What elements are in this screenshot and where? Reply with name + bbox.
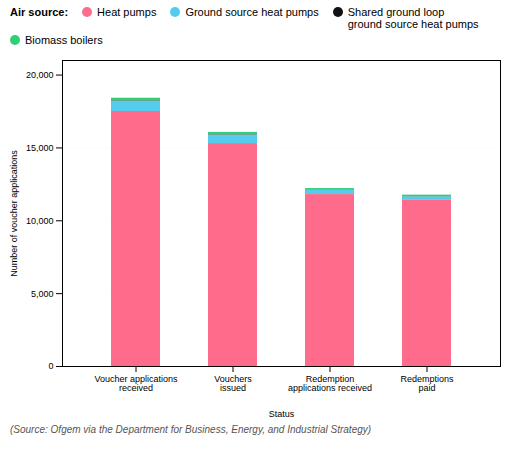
svg-text:15,000: 15,000 xyxy=(26,143,54,153)
html-text:(Source: Ofgem via the Departm: (Source: Ofgem via the Department for Bu… xyxy=(10,424,372,435)
svg-text:Voucher applicationsreceived: Voucher applicationsreceived xyxy=(94,374,178,393)
svg-text:20,000: 20,000 xyxy=(26,70,54,80)
svg-text:Number of voucher applications: Number of voucher applications xyxy=(9,150,19,277)
html-text:Shared ground loop ground sour: Shared ground loop ground source heat pu… xyxy=(347,6,479,30)
svg-text:Redemptionspaid: Redemptionspaid xyxy=(400,374,454,393)
svg-text:Redemptionapplications receive: Redemptionapplications received xyxy=(288,374,372,393)
svg-text:10,000: 10,000 xyxy=(26,216,54,226)
html-text:Air source:: Air source: xyxy=(10,6,69,18)
svg-text:0: 0 xyxy=(48,361,53,371)
html-text:Biomass boilers: Biomass boilers xyxy=(25,34,103,46)
svg-text:Vouchersissued: Vouchersissued xyxy=(214,374,252,393)
svg-text:Status: Status xyxy=(269,409,295,419)
svg-text:5,000: 5,000 xyxy=(31,289,54,299)
html-text:Ground source heat pumps: Ground source heat pumps xyxy=(185,6,319,18)
html-text:Heat pumps: Heat pumps xyxy=(97,6,157,18)
